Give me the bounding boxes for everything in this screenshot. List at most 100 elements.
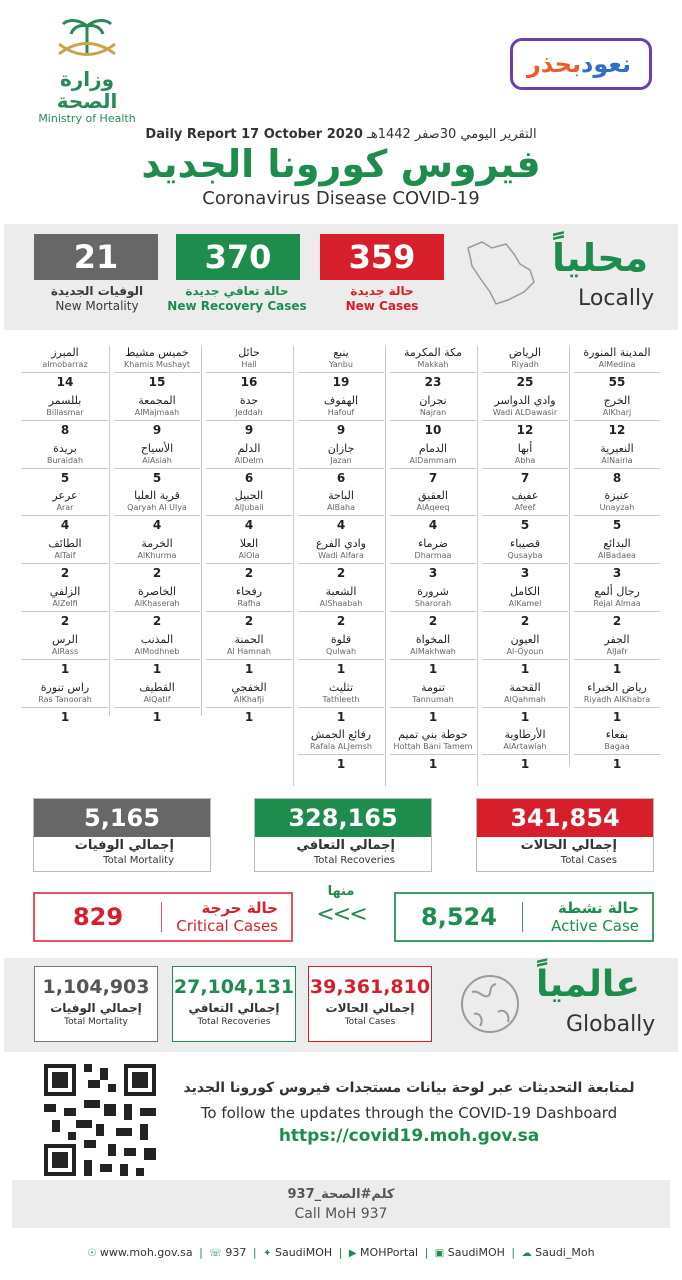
globally-section: 1,104,903 إجمالي الوفيات Total Mortality… bbox=[4, 958, 678, 1052]
city-count: 9 bbox=[336, 422, 346, 437]
city-name-en: Khamis Mushayt bbox=[114, 359, 200, 373]
city-item: الخفجي AlKhafji 1 bbox=[206, 681, 292, 726]
city-name-ar: العقيق bbox=[418, 489, 448, 503]
city-name-ar: رياض الخبراء bbox=[587, 680, 647, 694]
city-name-en: AlZelfi bbox=[22, 598, 108, 612]
global-mortality-en: Total Mortality bbox=[64, 1017, 128, 1027]
dashboard-link[interactable]: https://covid19.moh.gov.sa bbox=[278, 1126, 540, 1146]
city-name-en: AlQatif bbox=[114, 694, 200, 708]
city-name-en: AlQahmah bbox=[482, 694, 568, 708]
city-count: 1 bbox=[336, 709, 346, 724]
footer-instagram[interactable]: SaudiMOH bbox=[447, 1246, 505, 1259]
city-count: 1 bbox=[612, 661, 622, 676]
city-count: 7 bbox=[520, 470, 530, 485]
city-name-en: AlJubail bbox=[206, 502, 292, 517]
city-item: حائل Hail 16 bbox=[206, 346, 292, 391]
city-name-en: Al Hamnah bbox=[206, 646, 292, 660]
city-count: 19 bbox=[332, 375, 350, 389]
city-count: 55 bbox=[608, 375, 626, 389]
city-item: مكة المكرمة Makkah 23 bbox=[390, 346, 476, 391]
city-count: 7 bbox=[428, 470, 438, 485]
city-name-en: AlKhafji bbox=[206, 694, 292, 708]
report-ar: التقرير اليومي 30صفر 1442هـ bbox=[367, 127, 537, 142]
city-item: الرس AlRass 1 bbox=[22, 633, 108, 678]
footer-snapchat[interactable]: Saudi_Moh bbox=[535, 1246, 595, 1259]
new-mortality-ar: الوفيات الجديدة bbox=[50, 284, 144, 298]
city-item: الشعبة AlShaabah 2 bbox=[298, 585, 384, 630]
city-name-en: Wadi ALDawasir bbox=[482, 407, 568, 421]
city-name-en: Qaryah Al Ulya bbox=[114, 502, 200, 517]
city-name-ar: وادي الفرع bbox=[316, 537, 366, 551]
city-name-ar: النعيرية bbox=[600, 441, 634, 455]
city-count: 1 bbox=[336, 661, 346, 676]
column-divider bbox=[569, 346, 570, 766]
active-label: حالة نشطة Active Case bbox=[523, 899, 647, 935]
city-name-ar: وادي الدواسر bbox=[494, 393, 556, 407]
city-name-en: Ras Tanoorah bbox=[22, 694, 108, 708]
column-divider bbox=[293, 346, 294, 786]
city-count: 4 bbox=[244, 518, 254, 533]
city-item: عرعر Arar 4 bbox=[22, 489, 108, 534]
footer-phone[interactable]: 937 bbox=[225, 1246, 247, 1259]
city-name-ar: عنيزة bbox=[604, 489, 630, 503]
city-name-ar: تثليث bbox=[328, 680, 354, 694]
city-name-ar: بريدة bbox=[53, 441, 77, 455]
city-item: الزلفي AlZelfi 2 bbox=[22, 585, 108, 630]
total-recoveries-value: 328,165 bbox=[255, 799, 431, 837]
city-name-ar: مكة المكرمة bbox=[403, 346, 463, 359]
total-mortality-value: 5,165 bbox=[34, 799, 210, 837]
call-section: كلم#الصحة_937 Call MoH 937 bbox=[12, 1180, 670, 1228]
city-name-en: Hail bbox=[206, 359, 292, 373]
new-cases-en: New Cases bbox=[345, 299, 419, 313]
city-name-en: Billasmar bbox=[22, 407, 108, 421]
city-item: القطيف AlQatif 1 bbox=[114, 681, 200, 726]
city-name-en: Tannumah bbox=[390, 694, 476, 708]
city-count: 1 bbox=[520, 661, 530, 676]
global-mortality-value: 1,104,903 bbox=[42, 976, 150, 998]
web-icon: ☉ bbox=[87, 1248, 97, 1259]
footer-youtube[interactable]: MOHPortal bbox=[360, 1246, 419, 1259]
footer-twitter[interactable]: SaudiMOH bbox=[274, 1246, 333, 1259]
locally-section: 21 الوفيات الجديدة New Mortality 370 حال… bbox=[4, 224, 678, 330]
dashboard-text-en: To follow the updates through the COVID-… bbox=[200, 1104, 618, 1122]
city-count: 12 bbox=[516, 422, 534, 437]
city-name-ar: بقعاء bbox=[605, 728, 629, 742]
campaign-part2: نعود bbox=[581, 50, 631, 78]
city-item: الحمنة Al Hamnah 1 bbox=[206, 633, 292, 678]
city-count: 2 bbox=[244, 614, 254, 628]
city-item: جدة Jeddah 9 bbox=[206, 394, 292, 439]
city-count: 2 bbox=[60, 566, 70, 581]
dashboard-text-ar: لمتابعة التحديثات عبر لوحة بيانات مستجدا… bbox=[183, 1080, 635, 1096]
total-cases-ar: إجمالي الحالات bbox=[520, 838, 617, 853]
city-count: 2 bbox=[612, 614, 622, 628]
city-item: الكامل AlKamel 2 bbox=[482, 585, 568, 630]
arrows-left-icon: <<< bbox=[316, 902, 367, 927]
city-name-ar: جازان bbox=[327, 441, 355, 455]
new-recovery-label: حالة تعافي جديدة New Recovery Cases bbox=[162, 284, 312, 314]
city-count: 23 bbox=[424, 375, 442, 389]
city-name-en: AlRass bbox=[22, 646, 108, 660]
footer-website[interactable]: www.moh.gov.sa bbox=[99, 1246, 193, 1259]
city-name-ar: الأسياح bbox=[140, 441, 174, 455]
total-recoveries-box: 328,165 إجمالي التعافي Total Recoveries bbox=[254, 798, 432, 872]
city-name-ar: الخرج bbox=[603, 393, 631, 407]
city-name-en: Riyadh AlKhabra bbox=[574, 694, 660, 708]
city-item: الخاصرة AlKhaserah 2 bbox=[114, 585, 200, 630]
city-count: 9 bbox=[152, 422, 162, 437]
new-mortality-value: 21 bbox=[34, 234, 158, 280]
city-name-ar: قلوة bbox=[330, 632, 352, 646]
city-name-en: Makkah bbox=[390, 359, 476, 373]
city-name-ar: قرية العليا bbox=[134, 489, 180, 503]
city-item: الخرج AlKharj 12 bbox=[574, 394, 660, 439]
city-name-ar: راس تنورة bbox=[40, 680, 90, 694]
city-name-ar: الحمنة bbox=[234, 632, 264, 646]
city-item: الدمام AlDammam 7 bbox=[390, 442, 476, 487]
city-count: 2 bbox=[152, 614, 162, 628]
moh-name-en: Ministry of Health bbox=[38, 112, 136, 125]
city-name-en: Qusayba bbox=[482, 550, 568, 565]
city-name-ar: جدة bbox=[239, 393, 259, 407]
city-item: راس تنورة Ras Tanoorah 1 bbox=[22, 681, 108, 726]
city-count: 9 bbox=[244, 422, 254, 437]
active-value: 8,524 bbox=[421, 903, 497, 931]
city-name-en: Qulwah bbox=[298, 646, 384, 660]
